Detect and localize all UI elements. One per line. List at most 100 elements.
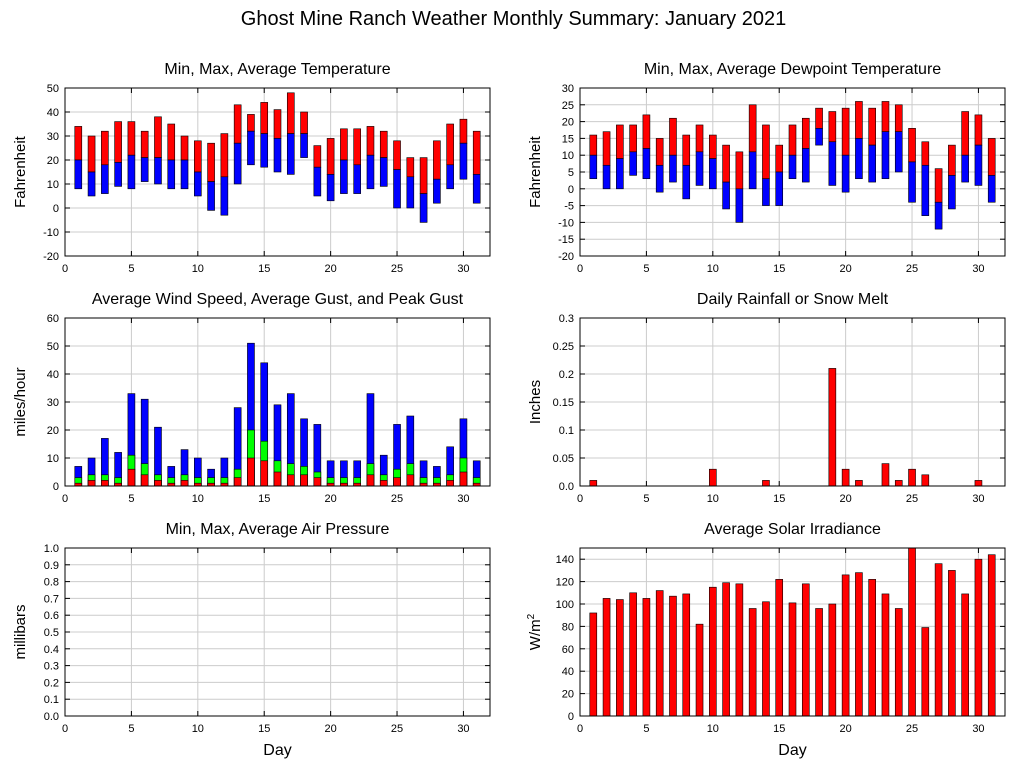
- dewpoint-min-bar: [815, 128, 823, 146]
- solar-bar: [987, 554, 996, 717]
- solar-bar: [762, 601, 770, 717]
- pressure-plot-frame: [64, 547, 491, 717]
- solar-y-axis-label: W/m2: [526, 613, 544, 650]
- rain-bar: [709, 468, 717, 487]
- solar-x-tick-label: 15: [773, 723, 785, 735]
- dewpoint-max-bar: [974, 114, 983, 146]
- temperature-y-tick-label: 40: [47, 107, 59, 119]
- solar-x-tick-label: 0: [577, 723, 583, 735]
- dewpoint-y-tick-label: 25: [562, 100, 574, 112]
- temperature-y-axis-label: Fahrenheit: [12, 135, 29, 208]
- pressure-y-tick-label: 0.4: [44, 644, 59, 656]
- dewpoint-y-tick-label: 0: [568, 184, 574, 196]
- temperature-min-bar: [167, 159, 176, 190]
- rain-y-tick-label: 0.2: [559, 369, 574, 381]
- temperature-y-tick-label: -20: [43, 251, 59, 263]
- temperature-min-bar: [140, 157, 149, 182]
- temperature-max-bar: [433, 140, 441, 180]
- dewpoint-min-bar: [655, 164, 664, 193]
- solar-bar: [629, 592, 637, 717]
- wind-x-tick-label: 0: [62, 493, 68, 505]
- temperature-max-bar: [154, 116, 162, 158]
- solar-y-tick-label: 120: [556, 577, 574, 589]
- dewpoint-max-bar: [987, 138, 996, 176]
- dewpoint-min-bar: [695, 151, 704, 186]
- solar-x-tick-label: 30: [972, 723, 984, 735]
- dewpoint-max-bar: [855, 101, 863, 139]
- solar-y-tick-label: 20: [562, 689, 574, 701]
- solar-plot-frame: [579, 547, 1006, 717]
- temperature-min-bar: [233, 142, 242, 185]
- dewpoint-min-bar: [987, 175, 996, 203]
- solar-bar: [589, 612, 598, 717]
- dewpoint-x-tick-label: 10: [707, 263, 719, 275]
- temperature-max-bar: [419, 157, 428, 194]
- rain-chart-title: Daily Rainfall or Snow Melt: [697, 291, 889, 308]
- wind-x-tick-label: 15: [258, 493, 270, 505]
- dewpoint-y-axis-label: Fahrenheit: [527, 135, 544, 208]
- temperature-x-tick-label: 5: [128, 263, 134, 275]
- temperature-max-bar: [300, 111, 308, 134]
- wind-x-tick-label: 5: [128, 493, 134, 505]
- rain-bar: [974, 480, 983, 487]
- solar-bar: [881, 593, 890, 717]
- dewpoint-max-bar: [695, 124, 704, 153]
- temperature-max-bar: [87, 135, 96, 173]
- wind-y-tick-label: 60: [47, 313, 59, 325]
- dewpoint-max-bar: [881, 101, 890, 132]
- dewpoint-min-bar: [894, 131, 903, 173]
- temperature-y-tick-label: 10: [47, 179, 59, 191]
- solar-y-tick-label: 100: [556, 599, 574, 611]
- temperature-max-bar: [393, 140, 401, 170]
- dewpoint-min-bar: [589, 154, 598, 180]
- temperature-min-bar: [154, 157, 162, 185]
- solar-bar: [709, 586, 717, 717]
- rain-y-axis-label: Inches: [527, 380, 544, 424]
- dewpoint-max-bar: [908, 128, 916, 163]
- temperature-min-bar: [459, 142, 468, 180]
- wind-avg_speed-bar: [313, 477, 322, 487]
- dewpoint-max-bar: [788, 124, 797, 156]
- temperature-max-bar: [207, 142, 215, 182]
- temperature-max-bar: [286, 92, 295, 134]
- solar-bar: [655, 590, 664, 717]
- wind-y-tick-label: 50: [47, 341, 59, 353]
- dewpoint-max-bar: [921, 141, 930, 166]
- temperature-min-bar: [127, 154, 136, 190]
- temperature-min-bar: [313, 166, 322, 197]
- pressure-x-tick-label: 15: [258, 723, 270, 735]
- solar-x-axis-label: Day: [778, 742, 806, 759]
- temperature-y-tick-label: 50: [47, 83, 59, 95]
- dewpoint-max-bar: [948, 144, 956, 176]
- rain-bar: [894, 480, 903, 487]
- dewpoint-max-bar: [775, 144, 784, 173]
- dewpoint-y-tick-label: 30: [562, 83, 574, 95]
- dewpoint-min-bar: [974, 144, 983, 186]
- solar-bar: [775, 579, 784, 717]
- temperature-min-bar: [433, 178, 441, 204]
- dewpoint-min-bar: [748, 151, 757, 190]
- temperature-plot-frame: [64, 87, 491, 257]
- rain-x-tick-label: 5: [643, 493, 649, 505]
- temperature-min-bar: [101, 164, 109, 194]
- temperature-max-bar: [233, 104, 242, 144]
- wind-y-tick-label: 20: [47, 425, 59, 437]
- wind-avg_speed-bar: [180, 480, 189, 487]
- temperature-max-bar: [260, 102, 269, 134]
- dewpoint-y-tick-label: -5: [564, 201, 574, 213]
- temperature-max-bar: [140, 130, 149, 158]
- temperature-max-bar: [472, 130, 481, 175]
- dewpoint-y-tick-label: 5: [568, 167, 574, 179]
- dewpoint-max-bar: [735, 151, 744, 190]
- solar-bar: [695, 623, 704, 717]
- pressure-y-tick-label: 0.9: [44, 560, 59, 572]
- pressure-x-tick-label: 20: [325, 723, 337, 735]
- rain-bar: [841, 468, 850, 487]
- wind-avg_speed-bar: [446, 480, 454, 487]
- rain-x-tick-label: 20: [840, 493, 852, 505]
- solar-y-tick-label: 0: [568, 711, 574, 723]
- temperature-min-bar: [286, 133, 295, 175]
- temperature-min-bar: [446, 164, 454, 190]
- rain-bar: [762, 480, 770, 487]
